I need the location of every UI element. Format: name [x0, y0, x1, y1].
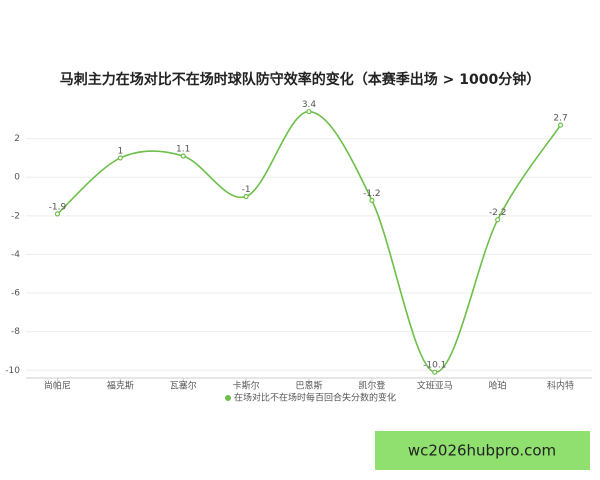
- y-tick-label: 0: [14, 173, 20, 183]
- legend-label: 在场对比不在场时每百回合失分数的变化: [234, 392, 396, 404]
- y-tick-label: -8: [11, 327, 20, 337]
- x-tick-label: 科内特: [547, 380, 574, 392]
- data-label: 1: [117, 146, 123, 156]
- y-tick-label: -2: [11, 211, 20, 221]
- point: [54, 211, 61, 217]
- point: [117, 155, 123, 161]
- chart-title: 马刺主力在场对比不在场时球队防守效率的变化（本赛季出场 > 1000分钟）: [60, 71, 540, 88]
- point: [369, 197, 375, 203]
- point: [557, 122, 564, 128]
- y-tick-label: -6: [11, 289, 20, 299]
- watermark-box: [375, 431, 590, 470]
- data-label: -2.2: [489, 208, 507, 218]
- data-label: 2.7: [553, 114, 567, 124]
- y-tick-label: -10: [5, 366, 20, 376]
- x-tick-label: 凯尔登: [358, 380, 385, 392]
- data-label: -10.1: [423, 361, 446, 371]
- data-label: 3.4: [302, 100, 317, 110]
- data-label: -1.2: [363, 189, 381, 199]
- point: [432, 369, 438, 375]
- x-tick-label: 福克斯: [107, 380, 134, 392]
- point: [306, 108, 312, 115]
- x-tick-label: 哈珀: [489, 380, 507, 392]
- y-tick-label: -4: [11, 250, 20, 260]
- x-tick-label: 巴恩斯: [295, 380, 322, 392]
- x-tick-label: 文班亚马: [417, 380, 453, 392]
- legend-swatch: [225, 395, 231, 401]
- x-tick-label: 卡斯尔: [233, 380, 260, 392]
- point: [495, 217, 501, 223]
- x-tick-label: 瓦塞尔: [170, 380, 197, 392]
- data-label: 1.1: [176, 144, 190, 154]
- watermark: wc2026hubpro.com: [408, 442, 556, 460]
- point: [180, 153, 186, 159]
- series-line: [56, 110, 562, 374]
- point: [243, 193, 249, 200]
- data-label: -1.9: [49, 202, 67, 212]
- y-tick-label: 2: [14, 134, 20, 144]
- x-tick-label: 尚帕尼: [44, 380, 71, 392]
- data-label: -1: [242, 185, 251, 195]
